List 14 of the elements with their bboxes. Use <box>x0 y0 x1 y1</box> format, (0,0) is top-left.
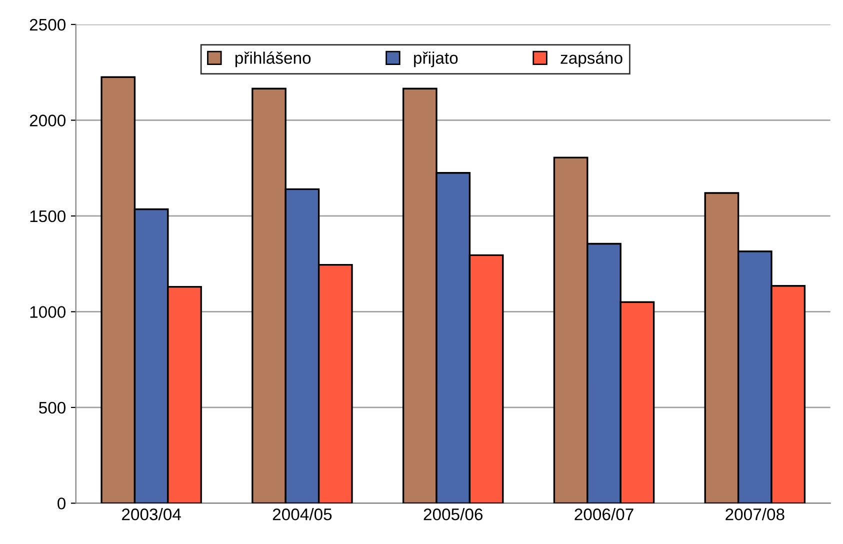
y-tick-label: 2500 <box>30 18 66 31</box>
y-tick-label: 1000 <box>30 306 66 318</box>
x-tick-label: 2005/06 <box>424 508 483 520</box>
y-tick-label: 1500 <box>30 210 66 222</box>
y-tick-label: 0 <box>58 498 66 510</box>
y-tick-label: 500 <box>39 402 66 414</box>
legend-label: zapsáno <box>560 51 622 68</box>
x-tick-label: 2006/07 <box>574 508 634 520</box>
legend-label: přijato <box>414 52 458 68</box>
x-tick-label: 2004/05 <box>272 508 332 520</box>
x-tick-label: 2007/08 <box>726 508 784 520</box>
legend-label: přihlášeno <box>235 51 311 68</box>
x-tick-label: 2003/04 <box>122 508 181 520</box>
y-tick-label: 2000 <box>30 114 66 126</box>
